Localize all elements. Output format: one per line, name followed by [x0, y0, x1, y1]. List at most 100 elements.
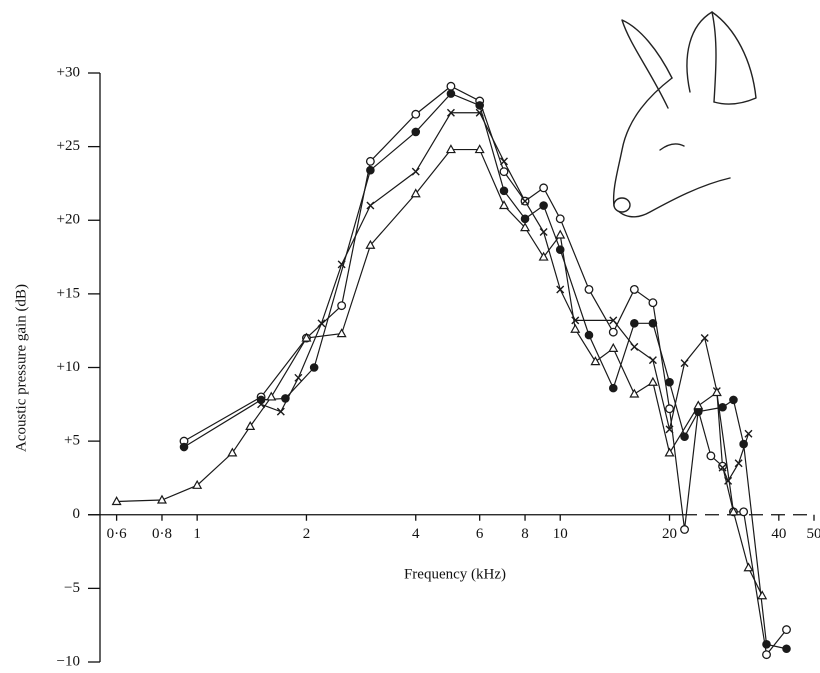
marker-triangle — [301, 332, 312, 342]
marker-filled-circle — [179, 442, 189, 452]
x-tick-label: 2 — [303, 526, 311, 542]
x-tick-label: 4 — [412, 526, 420, 542]
marker-filled-circle — [539, 201, 548, 210]
marker-open-circle — [718, 461, 728, 471]
marker-filled-circle — [762, 640, 771, 649]
marker-open-circle — [680, 525, 689, 534]
marker-triangle — [410, 188, 421, 198]
marker-filled-circle — [475, 101, 484, 110]
marker-filled-circle — [782, 644, 791, 654]
marker-cross — [337, 260, 346, 269]
marker-cross — [539, 228, 548, 237]
marker-filled-circle — [630, 319, 639, 328]
marker-filled-circle — [499, 186, 509, 196]
marker-triangle — [711, 387, 722, 397]
y-tick-label: +5 — [64, 433, 80, 449]
marker-cross — [744, 429, 753, 438]
marker-triangle — [498, 200, 510, 210]
marker-open-circle — [706, 451, 716, 461]
fox-nose — [613, 197, 631, 213]
marker-open-circle — [539, 183, 549, 193]
marker-triangle — [664, 447, 675, 457]
x-tick-label: 0·8 — [152, 526, 172, 542]
marker-triangle — [365, 239, 376, 249]
marker-triangle — [111, 496, 122, 506]
marker-triangle — [520, 222, 531, 232]
x-axis-label: Frequency (kHz) — [404, 566, 506, 582]
marker-triangle — [192, 479, 203, 489]
marker-cross — [294, 373, 303, 382]
marker-open-circle — [608, 327, 618, 337]
x-tick-label: 10 — [553, 526, 568, 542]
marker-triangle — [538, 251, 549, 261]
marker-open-circle — [782, 625, 791, 635]
marker-open-circle — [337, 301, 347, 311]
marker-cross — [571, 316, 580, 325]
marker-cross — [609, 316, 618, 325]
marker-cross — [276, 407, 285, 416]
y-tick-label: +25 — [57, 138, 80, 154]
x-tick-label: 8 — [521, 526, 529, 542]
y-tick-label: +30 — [57, 64, 80, 80]
marker-filled-circle — [584, 330, 594, 340]
x-tick-label: 0·6 — [107, 526, 127, 542]
marker-cross — [665, 425, 674, 434]
marker-open-circle — [446, 81, 456, 91]
x-tick-label: 6 — [476, 526, 484, 542]
marker-filled-circle — [281, 394, 290, 403]
marker-cross — [718, 463, 727, 472]
marker-filled-circle — [608, 383, 618, 393]
marker-triangle — [570, 323, 581, 333]
marker-triangle — [590, 356, 601, 366]
marker-open-circle — [665, 404, 674, 414]
marker-triangle — [647, 376, 658, 386]
fox-head-illustration — [612, 11, 757, 218]
x-tick-label: 50 — [807, 526, 820, 542]
marker-filled-circle — [665, 377, 674, 387]
marker-triangle — [555, 229, 566, 239]
y-tick-label: −5 — [64, 580, 80, 596]
marker-filled-circle — [446, 89, 456, 98]
marker-cross — [499, 157, 508, 166]
marker-triangle — [693, 400, 704, 410]
marker-triangle — [445, 144, 456, 154]
y-tick-label: +20 — [57, 212, 80, 228]
marker-open-circle — [648, 298, 658, 308]
marker-open-circle — [499, 167, 509, 177]
marker-cross — [411, 167, 420, 176]
marker-cross — [630, 342, 639, 351]
marker-triangle — [743, 562, 754, 572]
marker-open-circle — [555, 214, 565, 224]
marker-filled-circle — [555, 245, 565, 254]
y-tick-label: 0 — [73, 506, 81, 522]
marker-cross — [724, 476, 733, 485]
marker-cross — [257, 400, 266, 409]
x-tick-label: 20 — [662, 526, 677, 542]
y-axis-label: Acoustic pressure gain (dB) — [13, 284, 29, 452]
marker-triangle — [629, 388, 640, 398]
marker-triangle — [336, 328, 347, 338]
marker-triangle — [227, 447, 238, 457]
marker-filled-circle — [309, 363, 319, 372]
marker-cross — [700, 334, 709, 343]
y-tick-label: −10 — [57, 653, 80, 669]
marker-triangle — [757, 590, 768, 600]
marker-triangle — [266, 391, 277, 401]
marker-cross — [680, 359, 689, 368]
marker-filled-circle — [718, 402, 727, 412]
marker-filled-circle — [366, 165, 375, 175]
marker-open-circle — [584, 285, 594, 294]
marker-cross — [317, 319, 326, 328]
marker-triangle — [728, 506, 739, 516]
marker-cross — [556, 285, 565, 294]
marker-cross — [648, 356, 657, 365]
marker-triangle — [608, 342, 619, 352]
marker-filled-circle — [520, 214, 530, 224]
x-tick-label: 40 — [771, 526, 786, 542]
y-tick-label: +15 — [57, 285, 80, 301]
marker-open-circle — [411, 109, 421, 119]
marker-cross — [521, 197, 530, 206]
marker-cross — [734, 459, 743, 468]
marker-filled-circle — [648, 319, 658, 328]
